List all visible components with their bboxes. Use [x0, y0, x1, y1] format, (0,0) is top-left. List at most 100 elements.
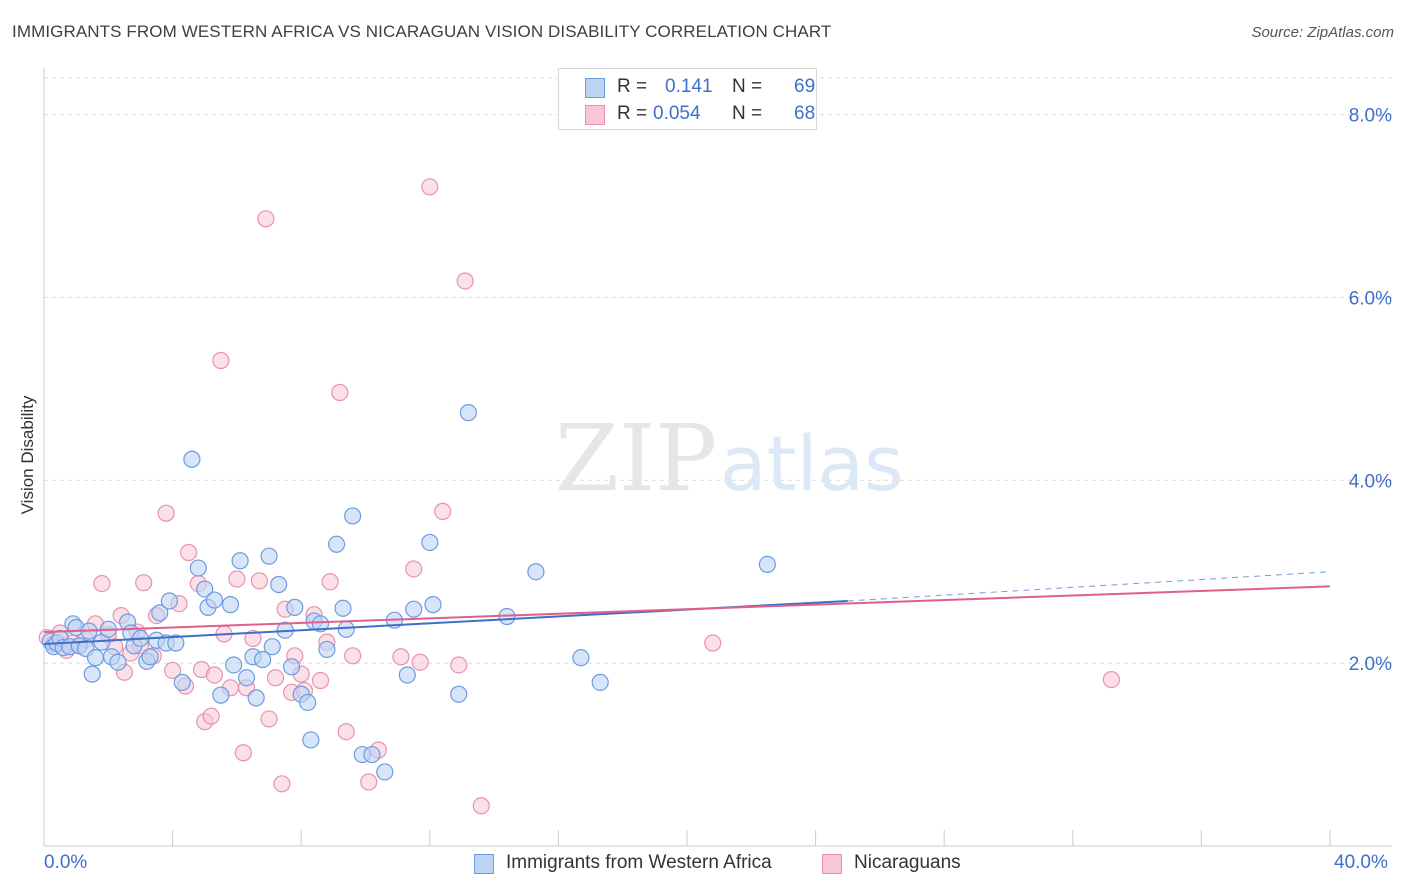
data-point-nicaraguans: [250, 572, 269, 590]
data-point-western-africa: [398, 666, 416, 684]
y-tick-label: 6.0%: [1349, 288, 1392, 309]
data-point-western-africa: [527, 563, 545, 581]
legend-n-label: N =: [732, 103, 763, 124]
x-tick-label-max: 40.0%: [1334, 852, 1388, 873]
data-point-western-africa: [311, 615, 330, 633]
data-point-western-africa: [282, 658, 301, 676]
data-point-western-africa: [212, 686, 230, 704]
data-point-western-africa: [363, 745, 381, 764]
y-tick-label: 4.0%: [1349, 471, 1392, 492]
data-point-western-africa: [758, 555, 776, 574]
data-point-western-africa: [572, 649, 590, 667]
data-point-western-africa: [327, 535, 346, 553]
data-point-western-africa: [591, 673, 609, 691]
data-point-western-africa: [247, 689, 265, 707]
data-point-western-africa: [225, 656, 243, 674]
data-point-western-africa: [86, 649, 105, 667]
data-point-nicaraguans: [244, 629, 262, 648]
legend-r-value: 0.054: [653, 103, 701, 124]
data-point-nicaraguans: [456, 272, 474, 290]
y-tick-labels: 2.0% 4.0% 6.0% 8.0%: [1349, 106, 1392, 676]
bottom-legend-swatch-blue: [474, 854, 494, 874]
data-point-western-africa: [254, 650, 272, 669]
data-point-nicaraguans: [472, 797, 490, 815]
data-point-nicaraguans: [205, 666, 223, 684]
data-point-nicaraguans: [164, 661, 182, 680]
data-point-western-africa: [337, 620, 355, 638]
data-point-nicaraguans: [331, 383, 349, 402]
data-point-nicaraguans: [311, 671, 330, 690]
trend-line-western-africa-extension: [847, 571, 1331, 602]
data-point-nicaraguans: [704, 634, 722, 652]
data-point-western-africa: [196, 580, 214, 598]
data-point-western-africa: [421, 533, 439, 552]
data-point-western-africa: [83, 665, 101, 683]
data-point-western-africa: [424, 596, 442, 614]
data-point-nicaraguans: [93, 574, 111, 593]
data-point-western-africa: [334, 599, 352, 617]
data-point-western-africa: [221, 596, 240, 614]
data-point-nicaraguans: [228, 570, 246, 588]
western-africa-points: [41, 404, 776, 781]
watermark-atlas: atlas: [720, 419, 904, 508]
source-label: Source: ZipAtlas.com: [1251, 24, 1394, 41]
data-point-nicaraguans: [234, 744, 252, 762]
data-point-western-africa: [263, 638, 281, 656]
data-point-nicaraguans: [273, 775, 291, 793]
data-point-nicaraguans: [421, 178, 439, 196]
trend-line-nicaraguans: [43, 585, 1331, 634]
watermark-zip: ZIP: [555, 405, 717, 512]
data-point-western-africa: [237, 669, 256, 687]
data-point-nicaraguans: [157, 504, 175, 522]
data-point-nicaraguans: [180, 543, 198, 562]
legend-r-label: R =: [617, 103, 648, 124]
data-point-nicaraguans: [344, 647, 362, 665]
legend-n-value: 69: [794, 76, 816, 97]
bottom-legend-label-blue: Immigrants from Western Africa: [506, 852, 772, 873]
data-point-nicaraguans: [411, 653, 429, 671]
x-tick-label-min: 0.0%: [44, 852, 88, 873]
y-tick-label: 2.0%: [1349, 654, 1392, 675]
y-tick-label: 8.0%: [1349, 106, 1392, 127]
data-point-western-africa: [160, 592, 178, 610]
data-point-western-africa: [344, 507, 362, 525]
data-point-nicaraguans: [392, 648, 410, 666]
axes: [43, 68, 1392, 847]
data-point-nicaraguans: [212, 351, 230, 370]
data-point-western-africa: [141, 648, 159, 666]
data-point-western-africa: [318, 640, 336, 659]
data-point-nicaraguans: [257, 210, 275, 228]
data-point-western-africa: [183, 450, 201, 468]
data-point-western-africa: [151, 604, 169, 622]
data-point-nicaraguans: [202, 707, 220, 725]
data-point-nicaraguans: [321, 573, 339, 591]
grid: [44, 77, 1392, 664]
data-point-nicaraguans: [434, 502, 452, 520]
correlation-legend: R = 0.141 N = 69 R = 0.054 N = 68: [558, 68, 817, 130]
bottom-legend-swatch-pink: [822, 854, 842, 874]
data-point-western-africa: [459, 404, 477, 422]
y-axis-title: Vision Disability: [18, 395, 37, 515]
legend-swatch-pink: [585, 105, 605, 125]
data-point-western-africa: [173, 673, 191, 691]
trend-lines: [43, 571, 1331, 645]
bottom-legend-label-pink: Nicaraguans: [854, 852, 961, 873]
data-point-nicaraguans: [450, 656, 468, 674]
data-point-western-africa: [299, 693, 317, 712]
data-point-western-africa: [167, 634, 185, 652]
data-point-western-africa: [376, 763, 394, 781]
data-point-nicaraguans: [135, 574, 153, 592]
legend-r-label: R =: [617, 76, 648, 97]
data-point-nicaraguans: [337, 723, 355, 741]
data-point-nicaraguans: [266, 669, 285, 687]
legend-swatch-blue: [585, 78, 605, 98]
data-point-western-africa: [286, 598, 304, 616]
data-point-western-africa: [205, 591, 223, 609]
data-point-western-africa: [450, 685, 468, 703]
legend-n-value: 68: [794, 103, 816, 124]
data-point-western-africa: [189, 559, 207, 577]
data-point-western-africa: [270, 575, 288, 594]
legend-r-value: 0.141: [665, 76, 713, 97]
data-point-nicaraguans: [1102, 670, 1120, 689]
chart-title: IMMIGRANTS FROM WESTERN AFRICA VS NICARA…: [12, 22, 832, 41]
